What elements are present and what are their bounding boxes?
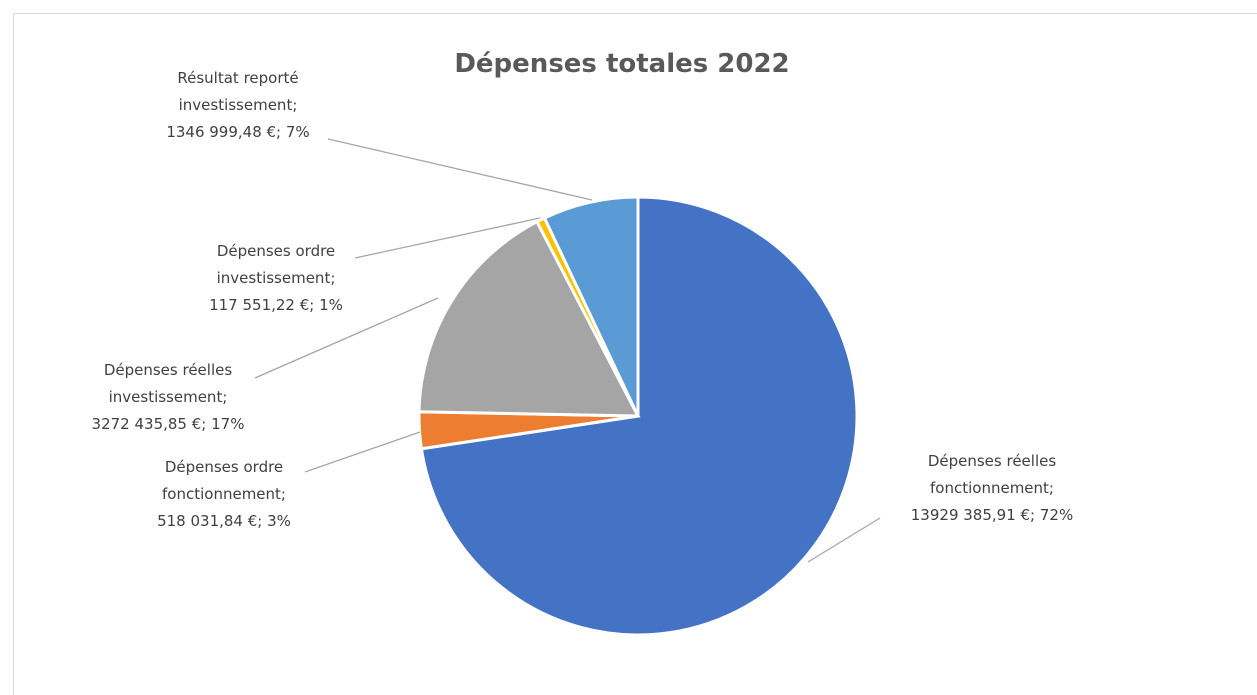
leader-lines — [254, 138, 881, 563]
data-label-3: Dépenses ordre investissement; 117 551,22 … — [209, 242, 343, 314]
data-label-4-line-2: 1346 999,48 €; 7% — [166, 123, 309, 141]
data-label-3-line-1: investissement; — [217, 269, 336, 287]
pie-slice-2 — [417, 219, 641, 418]
data-label-0-line-1: fonctionnement; — [930, 479, 1054, 497]
data-label-1: Dépenses ordre fonctionnement; 518 031,84 … — [157, 458, 291, 530]
data-label-2: Dépenses réelles investissement; 3272 435,… — [92, 361, 245, 433]
leader-line-4 — [327, 138, 593, 201]
data-labels: Dépenses réelles fonctionnement; 13929 385… — [92, 69, 1074, 530]
data-label-0: Dépenses réelles fonctionnement; 13929 385… — [911, 452, 1073, 524]
data-label-0-line-2: 13929 385,91 €; 72% — [911, 506, 1073, 524]
pie-slices — [417, 195, 859, 637]
data-label-0-line-0: Dépenses réelles — [928, 452, 1057, 470]
leader-line-3 — [354, 217, 541, 259]
data-label-4: Résultat reporté investissement; 1346 999,… — [166, 69, 309, 141]
data-label-4-line-0: Résultat reporté — [177, 69, 298, 87]
leader-line-0 — [807, 517, 881, 563]
leader-line-1 — [304, 431, 421, 473]
data-label-2-line-0: Dépenses réelles — [104, 361, 233, 379]
data-label-2-line-2: 3272 435,85 €; 17% — [92, 415, 245, 433]
data-label-1-line-2: 518 031,84 €; 3% — [157, 512, 291, 530]
data-label-3-line-0: Dépenses ordre — [217, 242, 335, 260]
data-label-2-line-1: investissement; — [109, 388, 228, 406]
pie-slice-4 — [542, 195, 640, 417]
data-label-4-line-1: investissement; — [179, 96, 298, 114]
data-label-1-line-0: Dépenses ordre — [165, 458, 283, 476]
data-label-3-line-2: 117 551,22 €; 1% — [209, 296, 343, 314]
chart-title: Dépenses totales 2022 — [454, 49, 789, 79]
leader-line-2 — [254, 297, 439, 379]
data-label-1-line-1: fonctionnement; — [162, 485, 286, 503]
